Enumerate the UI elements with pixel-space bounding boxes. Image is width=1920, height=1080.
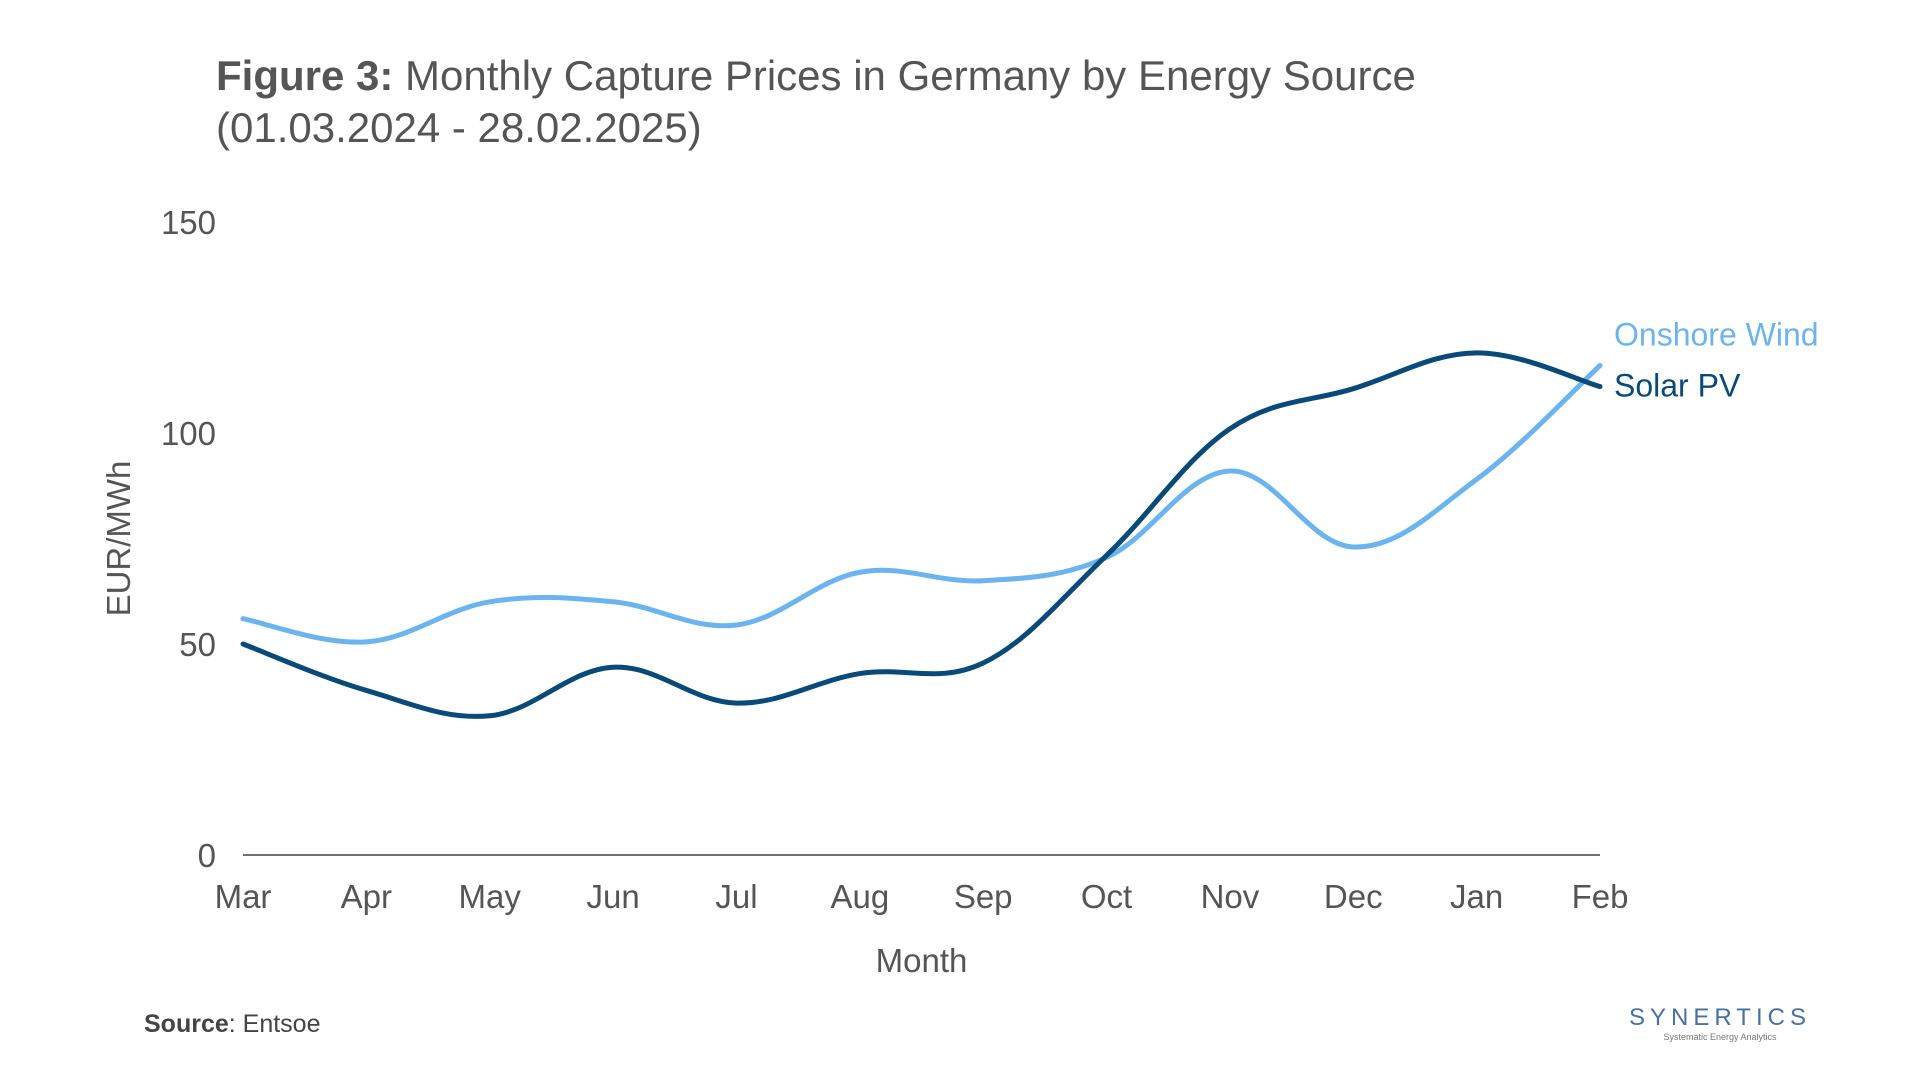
y-tick-label: 0 xyxy=(198,837,216,874)
title-main: Monthly Capture Prices in Germany by Ene… xyxy=(405,52,1416,99)
series-label-onshore-wind: Onshore Wind xyxy=(1614,316,1819,352)
y-tick-label: 150 xyxy=(161,204,216,241)
x-tick-label: Jun xyxy=(586,878,639,915)
x-axis-ticks: Mar Apr May Jun Jul Aug Sep Oct Nov Dec Jan Feb xyxy=(215,878,1629,915)
chart-title: Figure 3: Monthly Capture Prices in Germ… xyxy=(216,50,1416,154)
logo-tagline: Systematic Energy Analytics xyxy=(1663,1032,1777,1042)
series-label-solar-pv: Solar PV xyxy=(1614,368,1741,404)
x-tick-label: Feb xyxy=(1572,878,1629,915)
company-logo: SYNERTICS Systematic Energy Analytics xyxy=(1620,1005,1820,1043)
x-tick-label: Dec xyxy=(1324,878,1383,915)
y-tick-label: 50 xyxy=(179,626,216,663)
logo-brand: SYNERTICS xyxy=(1629,1004,1811,1031)
x-tick-label: Sep xyxy=(954,878,1013,915)
title-subtitle: (01.03.2024 - 28.02.2025) xyxy=(216,104,702,151)
title-prefix: Figure 3: xyxy=(216,52,394,99)
x-axis-title: Month xyxy=(876,942,968,979)
x-tick-label: Aug xyxy=(830,878,889,915)
x-tick-label: Nov xyxy=(1201,878,1260,915)
series-line-solar-pv xyxy=(240,350,1603,719)
x-tick-label: Apr xyxy=(341,878,392,915)
series-lines xyxy=(240,350,1603,719)
series-line-onshore-wind xyxy=(240,362,1603,645)
source-label: Source xyxy=(144,1010,229,1038)
x-tick-label: Jul xyxy=(715,878,757,915)
y-axis-ticks: 0 50 100 150 xyxy=(161,204,216,874)
x-tick-label: Jan xyxy=(1450,878,1503,915)
source-note: Source: Entsoe xyxy=(144,1010,321,1039)
series-labels: Onshore Wind Solar PV xyxy=(1614,316,1819,403)
title-line-1: Figure 3: Monthly Capture Prices in Germ… xyxy=(216,50,1416,102)
y-axis-title: EUR/MWh xyxy=(100,461,137,617)
x-tick-label: May xyxy=(459,878,522,915)
source-value: : Entsoe xyxy=(228,1010,321,1038)
x-tick-label: Oct xyxy=(1081,878,1132,915)
y-tick-label: 100 xyxy=(161,415,216,452)
x-tick-label: Mar xyxy=(215,878,272,915)
